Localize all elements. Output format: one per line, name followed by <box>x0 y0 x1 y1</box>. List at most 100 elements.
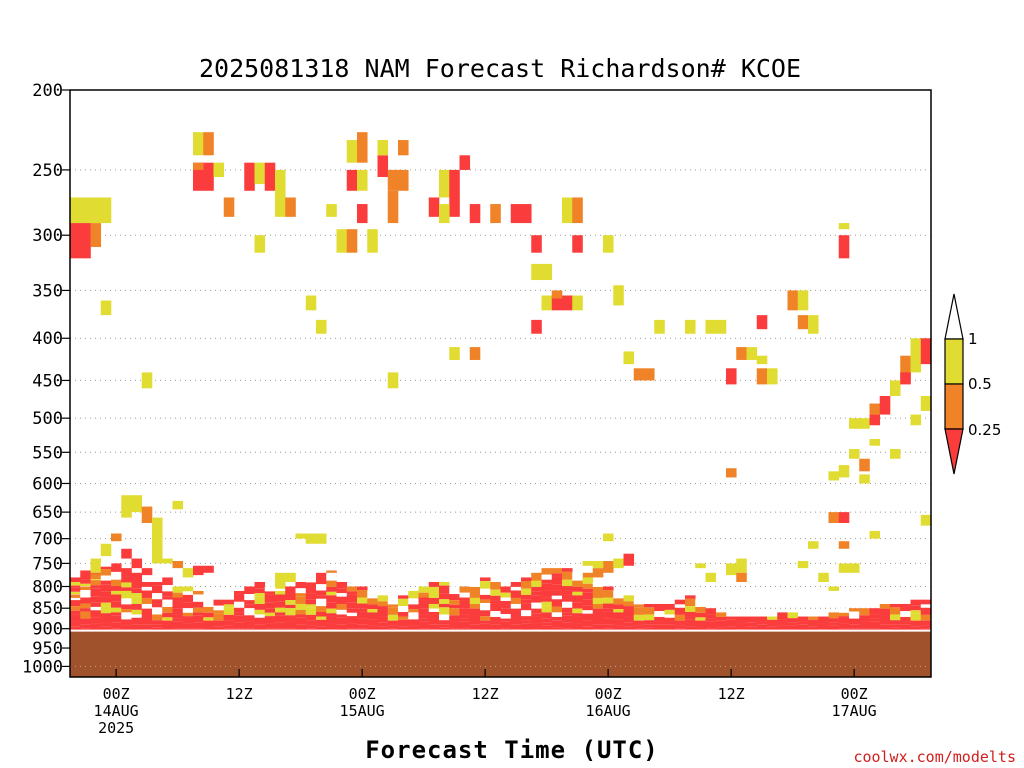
ri-band-cell <box>387 614 399 621</box>
ri-cell <box>141 568 153 576</box>
ri-band-cell <box>510 611 522 619</box>
ri-cell <box>193 162 204 191</box>
ri-band-cell <box>316 584 327 591</box>
ri-band-cell <box>510 608 522 612</box>
ri-cell <box>90 223 102 247</box>
ri-cell <box>818 572 829 582</box>
ri-band-cell <box>213 605 225 611</box>
ri-band-cell <box>869 608 881 615</box>
ri-cell <box>879 396 891 415</box>
ri-band-cell <box>111 594 122 602</box>
ri-cell <box>90 197 102 224</box>
ri-band-cell <box>490 589 501 596</box>
ri-band-cell <box>490 611 501 617</box>
legend-label-0-25: 0.25 <box>968 421 1001 439</box>
ri-band-cell <box>500 618 512 622</box>
ri-band-cell <box>449 586 460 595</box>
ri-band-cell <box>80 608 91 612</box>
ri-band-cell <box>111 586 122 591</box>
ri-cell <box>111 563 122 573</box>
ri-cell <box>797 290 809 311</box>
ri-band-cell <box>336 609 348 615</box>
ri-cell <box>603 560 614 573</box>
ri-cell <box>705 572 717 582</box>
chart-title: 2025081318 NAM Forecast Richardson# KCOE <box>199 54 801 83</box>
ri-cell <box>439 204 450 224</box>
ri-cell <box>490 204 501 224</box>
ri-band-cell <box>787 618 799 623</box>
ri-band-cell <box>551 590 563 596</box>
ri-band-cell <box>234 622 245 629</box>
ri-band-cell <box>695 599 706 607</box>
ri-band-cell <box>264 602 276 609</box>
ri-band-cell <box>582 626 594 631</box>
ri-band-cell <box>70 597 81 601</box>
x-tick-label: 12Z <box>718 685 745 703</box>
ri-band-cell <box>879 618 891 625</box>
ri-cell <box>336 229 348 253</box>
ri-band-cell <box>326 595 337 603</box>
ri-band-cell <box>920 614 931 621</box>
ri-band-cell <box>326 608 337 614</box>
ri-band-cell <box>541 579 553 584</box>
ri-cell <box>623 351 635 365</box>
ri-band-cell <box>869 618 881 622</box>
ri-cell <box>726 468 737 478</box>
ri-band-cell <box>623 622 635 627</box>
ri-band-cell <box>264 612 276 617</box>
ri-band-cell <box>336 581 348 589</box>
ri-band-cell <box>623 616 635 623</box>
ri-band-cell <box>152 607 163 615</box>
ri-cell <box>377 155 389 178</box>
ri-band-cell <box>357 611 368 619</box>
ri-band-cell <box>838 612 850 617</box>
ri-band-cell <box>367 590 378 599</box>
ri-band-cell <box>726 619 737 627</box>
ri-band-cell <box>408 612 419 620</box>
ri-band-cell <box>705 618 717 622</box>
ri-band-cell <box>562 594 573 602</box>
ri-cell <box>367 229 378 253</box>
ri-band-cell <box>879 611 891 619</box>
ri-cell <box>685 319 696 334</box>
ri-band-cell <box>111 612 122 616</box>
ri-band-cell <box>551 612 563 617</box>
ri-band-cell <box>838 623 850 629</box>
ri-band-cell <box>920 628 931 631</box>
ri-band-cell <box>531 586 542 592</box>
ri-cell <box>223 197 235 217</box>
ri-band-cell <box>849 618 860 625</box>
ri-cell <box>572 235 583 253</box>
ri-band-cell <box>572 608 583 614</box>
ri-band-cell <box>541 597 553 602</box>
ri-band-cell <box>152 620 163 625</box>
ri-cell <box>869 530 881 539</box>
ri-band-cell <box>674 599 686 605</box>
ri-band-cell <box>172 600 184 609</box>
ri-cell <box>756 355 768 365</box>
ri-cell <box>80 223 91 259</box>
ri-band-cell <box>920 604 931 608</box>
ri-band-cell <box>131 588 143 594</box>
ri-band-cell <box>172 621 184 629</box>
x-tick-label: 00Z <box>103 685 130 703</box>
ri-band-cell <box>439 603 450 608</box>
ri-band-cell <box>305 620 317 626</box>
ri-band-cell <box>100 606 112 614</box>
x-axis-title: Forecast Time (UTC) <box>365 736 659 764</box>
ri-band-cell <box>541 605 553 613</box>
ri-band-cell <box>346 594 358 603</box>
ri-band-cell <box>285 621 296 626</box>
ri-cell <box>695 563 706 569</box>
ri-band-cell <box>592 618 604 625</box>
ri-band-cell <box>234 601 245 608</box>
ri-band-cell <box>408 609 419 613</box>
ri-cell <box>316 533 327 544</box>
ri-cell <box>193 132 204 156</box>
ri-cell <box>838 235 850 259</box>
ri-cell <box>787 290 799 311</box>
ri-band-cell <box>459 586 471 593</box>
ri-band-cell <box>80 586 91 591</box>
ri-cell <box>541 295 553 311</box>
ri-cell <box>838 563 850 573</box>
